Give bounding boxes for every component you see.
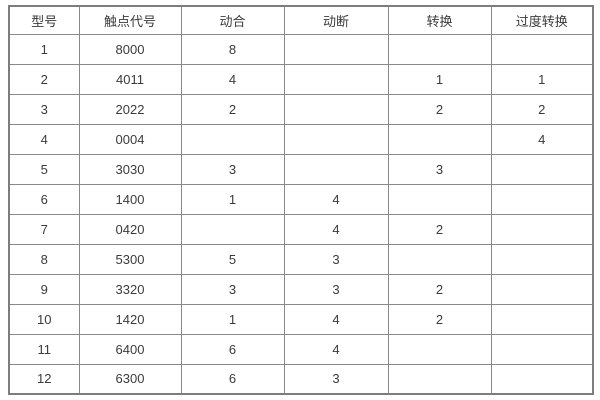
table-cell bbox=[490, 273, 594, 305]
table-cell bbox=[283, 63, 389, 95]
contact-spec-table: 型号 触点代号 动合 动断 转换 过度转换 1 8000 8 2 4011 4 1 1 3 2022 2 2 2 4… bbox=[8, 5, 594, 395]
table-cell bbox=[490, 333, 594, 365]
table-cell: 8000 bbox=[78, 33, 182, 65]
table-cell: 3030 bbox=[78, 153, 182, 185]
table-cell: 4 bbox=[283, 303, 389, 335]
table-cell bbox=[387, 33, 492, 65]
table-cell: 4 bbox=[283, 333, 389, 365]
table-row: 6 1400 1 4 bbox=[8, 183, 594, 215]
table-cell: 1 bbox=[387, 63, 492, 95]
table-cell: 3 bbox=[283, 273, 389, 305]
table-cell: 1 bbox=[180, 183, 285, 215]
table-cell bbox=[283, 153, 389, 185]
table-cell: 1420 bbox=[78, 303, 182, 335]
table-cell bbox=[387, 123, 492, 155]
table-cell: 4 bbox=[283, 213, 389, 245]
table-cell: 5 bbox=[8, 153, 80, 185]
table-cell: 0004 bbox=[78, 123, 182, 155]
table-cell: 5 bbox=[180, 243, 285, 275]
table-cell: 6300 bbox=[78, 363, 182, 395]
table-row: 1 8000 8 bbox=[8, 33, 594, 65]
table-cell: 2 bbox=[387, 213, 492, 245]
table-cell: 11 bbox=[8, 333, 80, 365]
table-cell bbox=[490, 183, 594, 215]
table-row: 12 6300 6 3 bbox=[8, 363, 594, 395]
table-row: 5 3030 3 3 bbox=[8, 153, 594, 185]
table-cell bbox=[490, 303, 594, 335]
table-row: 3 2022 2 2 2 bbox=[8, 93, 594, 125]
table-cell bbox=[387, 363, 492, 395]
column-header: 转换 bbox=[387, 5, 492, 35]
table-row: 8 5300 5 3 bbox=[8, 243, 594, 275]
table-cell: 2 bbox=[387, 93, 492, 125]
table-cell: 3 bbox=[387, 153, 492, 185]
table-cell bbox=[387, 333, 492, 365]
table-cell: 3 bbox=[180, 273, 285, 305]
table-cell: 2 bbox=[387, 273, 492, 305]
table-cell: 3 bbox=[180, 153, 285, 185]
table-cell: 2 bbox=[387, 303, 492, 335]
table-cell: 12 bbox=[8, 363, 80, 395]
table-cell: 8 bbox=[8, 243, 80, 275]
table-cell: 1 bbox=[180, 303, 285, 335]
table-cell: 0420 bbox=[78, 213, 182, 245]
table-cell: 2022 bbox=[78, 93, 182, 125]
table-cell bbox=[180, 213, 285, 245]
table-cell: 6 bbox=[8, 183, 80, 215]
table-cell: 6 bbox=[180, 363, 285, 395]
table-cell: 9 bbox=[8, 273, 80, 305]
table-cell: 3 bbox=[8, 93, 80, 125]
table-row: 7 0420 4 2 bbox=[8, 213, 594, 245]
column-header: 触点代号 bbox=[78, 5, 182, 35]
table-cell bbox=[387, 243, 492, 275]
table-cell bbox=[490, 213, 594, 245]
table-cell: 2 bbox=[490, 93, 594, 125]
table-row: 10 1420 1 4 2 bbox=[8, 303, 594, 335]
table-cell: 1400 bbox=[78, 183, 182, 215]
table-row: 11 6400 6 4 bbox=[8, 333, 594, 365]
table-cell bbox=[490, 363, 594, 395]
table-cell bbox=[490, 243, 594, 275]
table-header-row: 型号 触点代号 动合 动断 转换 过度转换 bbox=[8, 5, 594, 35]
column-header: 动合 bbox=[180, 5, 285, 35]
table-cell bbox=[387, 183, 492, 215]
table-cell: 10 bbox=[8, 303, 80, 335]
table-cell: 5300 bbox=[78, 243, 182, 275]
table-cell: 1 bbox=[490, 63, 594, 95]
table-cell: 4011 bbox=[78, 63, 182, 95]
column-header: 型号 bbox=[8, 5, 80, 35]
table-row: 2 4011 4 1 1 bbox=[8, 63, 594, 95]
table-cell: 3 bbox=[283, 243, 389, 275]
table-cell bbox=[283, 93, 389, 125]
table-cell: 2 bbox=[180, 93, 285, 125]
column-header: 过度转换 bbox=[490, 5, 594, 35]
table-cell: 3320 bbox=[78, 273, 182, 305]
table-cell: 4 bbox=[283, 183, 389, 215]
table-cell: 6 bbox=[180, 333, 285, 365]
column-header: 动断 bbox=[283, 5, 389, 35]
table-cell bbox=[180, 123, 285, 155]
table-cell: 6400 bbox=[78, 333, 182, 365]
table-cell: 4 bbox=[180, 63, 285, 95]
table-cell: 4 bbox=[8, 123, 80, 155]
table-cell: 2 bbox=[8, 63, 80, 95]
table-cell: 3 bbox=[283, 363, 389, 395]
table-cell: 7 bbox=[8, 213, 80, 245]
table-row: 4 0004 4 bbox=[8, 123, 594, 155]
table-cell: 1 bbox=[8, 33, 80, 65]
table-cell bbox=[283, 33, 389, 65]
table-cell: 4 bbox=[490, 123, 594, 155]
table-cell bbox=[283, 123, 389, 155]
table-row: 9 3320 3 3 2 bbox=[8, 273, 594, 305]
table-cell: 8 bbox=[180, 33, 285, 65]
table-cell bbox=[490, 33, 594, 65]
table-cell bbox=[490, 153, 594, 185]
